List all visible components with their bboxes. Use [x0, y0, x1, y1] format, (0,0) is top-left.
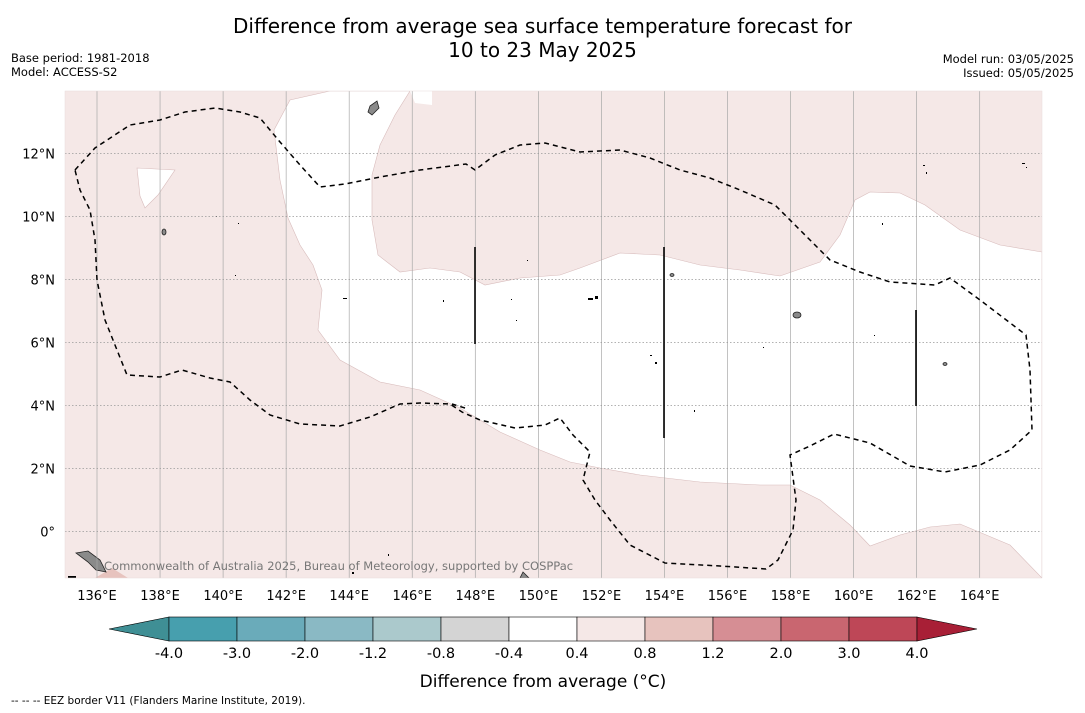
colorbar-segment: [508, 616, 578, 642]
lon-label: 162°E: [897, 589, 937, 604]
colorbar-segment: [168, 616, 238, 642]
colorbar: [108, 616, 978, 642]
colorbar-segment: [576, 616, 646, 642]
colorbar-label: Difference from average (°C): [420, 672, 667, 692]
title-line-1: Difference from average sea surface temp…: [232, 14, 852, 38]
lon-label: 164°E: [960, 589, 1000, 604]
colorbar-extend-low: [108, 616, 170, 642]
colorbar-tick: 0.8: [633, 646, 656, 662]
colorbar-segment: [440, 616, 510, 642]
colorbar-tick: -0.8: [427, 646, 455, 662]
lon-label: 146°E: [392, 589, 432, 604]
colorbar-tick: -0.4: [495, 646, 523, 662]
model-run: Model run: 03/05/2025: [942, 52, 1074, 66]
colorbar-tick: -2.0: [291, 646, 319, 662]
lon-label: 144°E: [329, 589, 369, 604]
neutral-region-west: [136, 167, 176, 209]
lon-label: 136°E: [77, 589, 117, 604]
colorbar-tick: -1.2: [359, 646, 387, 662]
colorbar-segment: [304, 616, 374, 642]
colorbar-tick: 1.2: [701, 646, 724, 662]
colorbar-extend-high: [916, 616, 978, 642]
meta-right: Model run: 03/05/2025 Issued: 05/05/2025: [943, 52, 1074, 80]
colorbar-tick: 2.0: [769, 646, 792, 662]
lon-label: 152°E: [582, 589, 622, 604]
lat-label: 6°N: [31, 337, 56, 352]
lat-label: 4°N: [31, 400, 56, 415]
map-area: Commonwealth of Australia 2025, Bureau o…: [65, 91, 1042, 578]
model-name: Model: ACCESS-S2: [11, 65, 118, 79]
lat-label: 8°N: [31, 274, 56, 289]
neutral-region-north: [410, 91, 432, 105]
lon-label: 148°E: [456, 589, 496, 604]
colorbar-segment: [780, 616, 850, 642]
copyright-notice: Commonwealth of Australia 2025, Bureau o…: [104, 559, 573, 573]
meridian-lines: [96, 91, 981, 578]
lon-label: 160°E: [834, 589, 874, 604]
solid-boundary-lines: [474, 247, 917, 438]
lon-label: 150°E: [519, 589, 559, 604]
lon-label: 138°E: [140, 589, 180, 604]
lon-label: 158°E: [771, 589, 811, 604]
title-line-2: 10 to 23 May 2025: [448, 38, 637, 62]
meta-left: Base period: 1981-2018 Model: ACCESS-S2: [11, 51, 150, 79]
latitude-labels: 12°N 10°N 8°N 6°N 4°N 2°N 0°: [22, 148, 55, 541]
colorbar-segment: [644, 616, 714, 642]
lat-label: 2°N: [31, 463, 56, 478]
eez-borders: [74, 107, 1033, 570]
lat-label: 0°: [40, 526, 55, 541]
colorbar-tick-labels: -4.0 -3.0 -2.0 -1.2 -0.8 -0.4 0.4 0.8 1.2 2.0 3.0 4…: [155, 646, 929, 662]
colorbar-tick: 0.4: [565, 646, 588, 662]
chart-title: Difference from average sea surface temp…: [0, 14, 1085, 62]
lon-label: 156°E: [708, 589, 748, 604]
colorbar-segment: [236, 616, 306, 642]
eez-border-fsm: [74, 107, 1033, 570]
colorbar-tick: 3.0: [837, 646, 860, 662]
neutral-region-main: [273, 91, 1042, 578]
colorbar-tick: 4.0: [905, 646, 928, 662]
issued-date: Issued: 05/05/2025: [963, 66, 1074, 80]
eez-legend-note: -- -- -- EEZ border V11 (Flanders Marine…: [11, 695, 306, 707]
lon-label: 142°E: [266, 589, 306, 604]
map-frame: [64, 90, 1043, 579]
lat-label: 10°N: [22, 211, 55, 226]
colorbar-tick: -3.0: [223, 646, 251, 662]
colorbar-tick: -4.0: [155, 646, 183, 662]
colorbar-segment: [712, 616, 782, 642]
lon-label: 154°E: [645, 589, 685, 604]
lat-label: 12°N: [22, 148, 55, 163]
colorbar-segment: [372, 616, 442, 642]
colorbar-segment: [848, 616, 918, 642]
base-period: Base period: 1981-2018: [11, 51, 150, 65]
islands: [75, 100, 948, 578]
eez-border-islet-1: [451, 403, 466, 409]
cool-region-southwest: [95, 568, 128, 578]
longitude-labels: 136°E 138°E 140°E 142°E 144°E 146°E 148°E 150°E…: [77, 589, 999, 604]
islets: [68, 163, 1027, 578]
lon-label: 140°E: [203, 589, 243, 604]
